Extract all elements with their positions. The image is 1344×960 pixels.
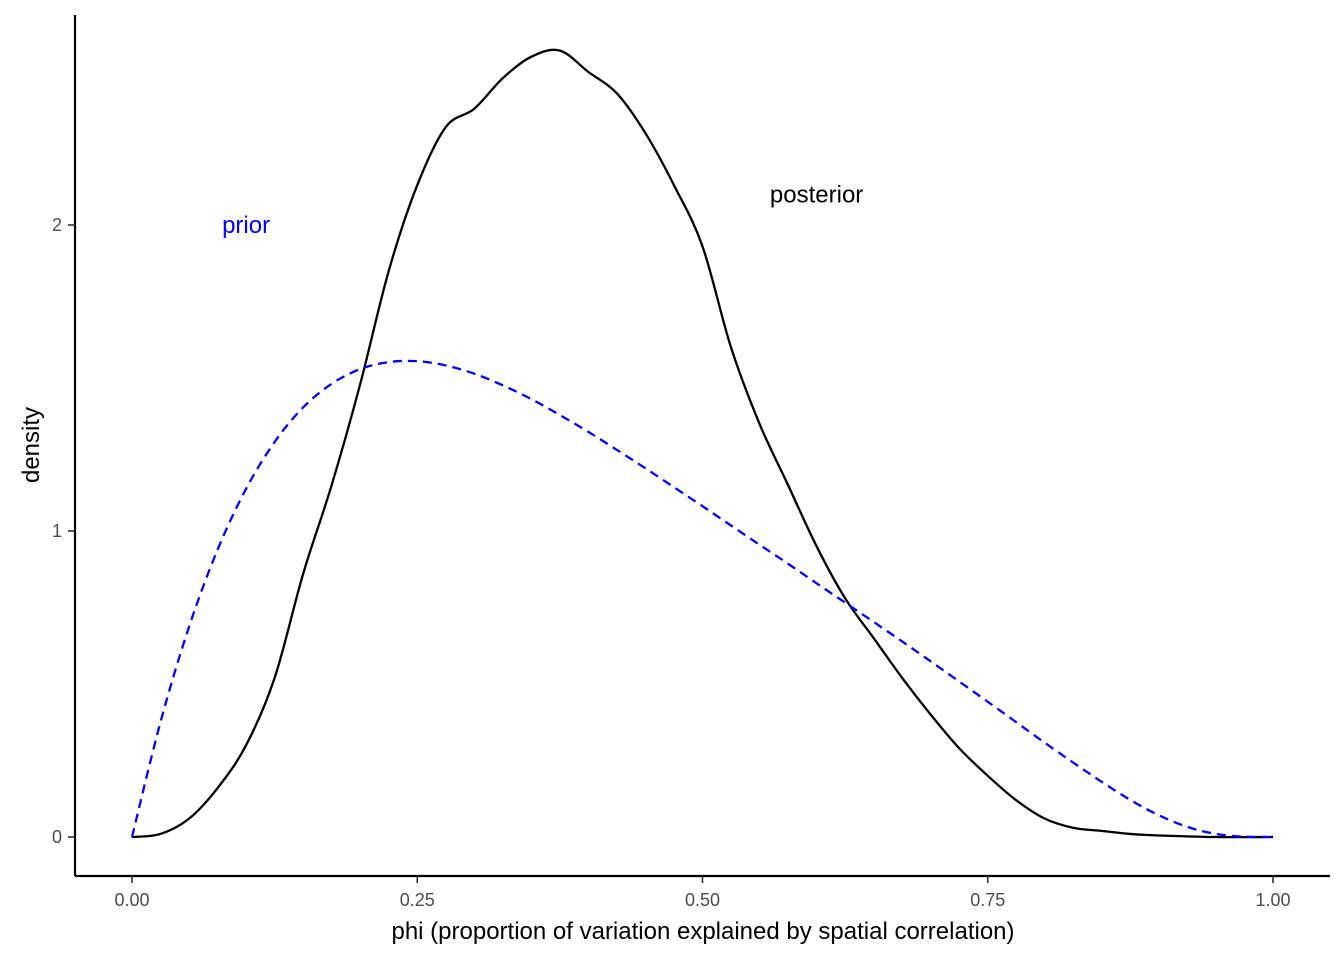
x-tick-label: 0.75	[970, 890, 1005, 910]
y-tick-label: 0	[52, 827, 62, 847]
y-tick-label: 1	[52, 521, 62, 541]
x-axis: 0.00 0.25 0.50 0.75 1.00	[75, 874, 1330, 910]
y-axis-title: density	[18, 407, 45, 483]
x-tick-label: 0.00	[114, 890, 149, 910]
y-tick-label: 2	[52, 215, 62, 235]
x-tick-label: 0.50	[685, 890, 720, 910]
posterior-label: posterior	[770, 181, 863, 208]
y-axis: 0 1 2	[52, 15, 77, 876]
x-tick-label: 0.25	[400, 890, 435, 910]
x-tick-label: 1.00	[1255, 890, 1290, 910]
posterior-line	[131, 48, 1274, 839]
annotations: prior posterior	[222, 181, 863, 239]
plot-lines	[130, 48, 1274, 839]
x-axis-title: phi (proportion of variation explained b…	[391, 918, 1014, 945]
prior-label: prior	[222, 212, 270, 239]
prior-line	[130, 359, 1274, 839]
